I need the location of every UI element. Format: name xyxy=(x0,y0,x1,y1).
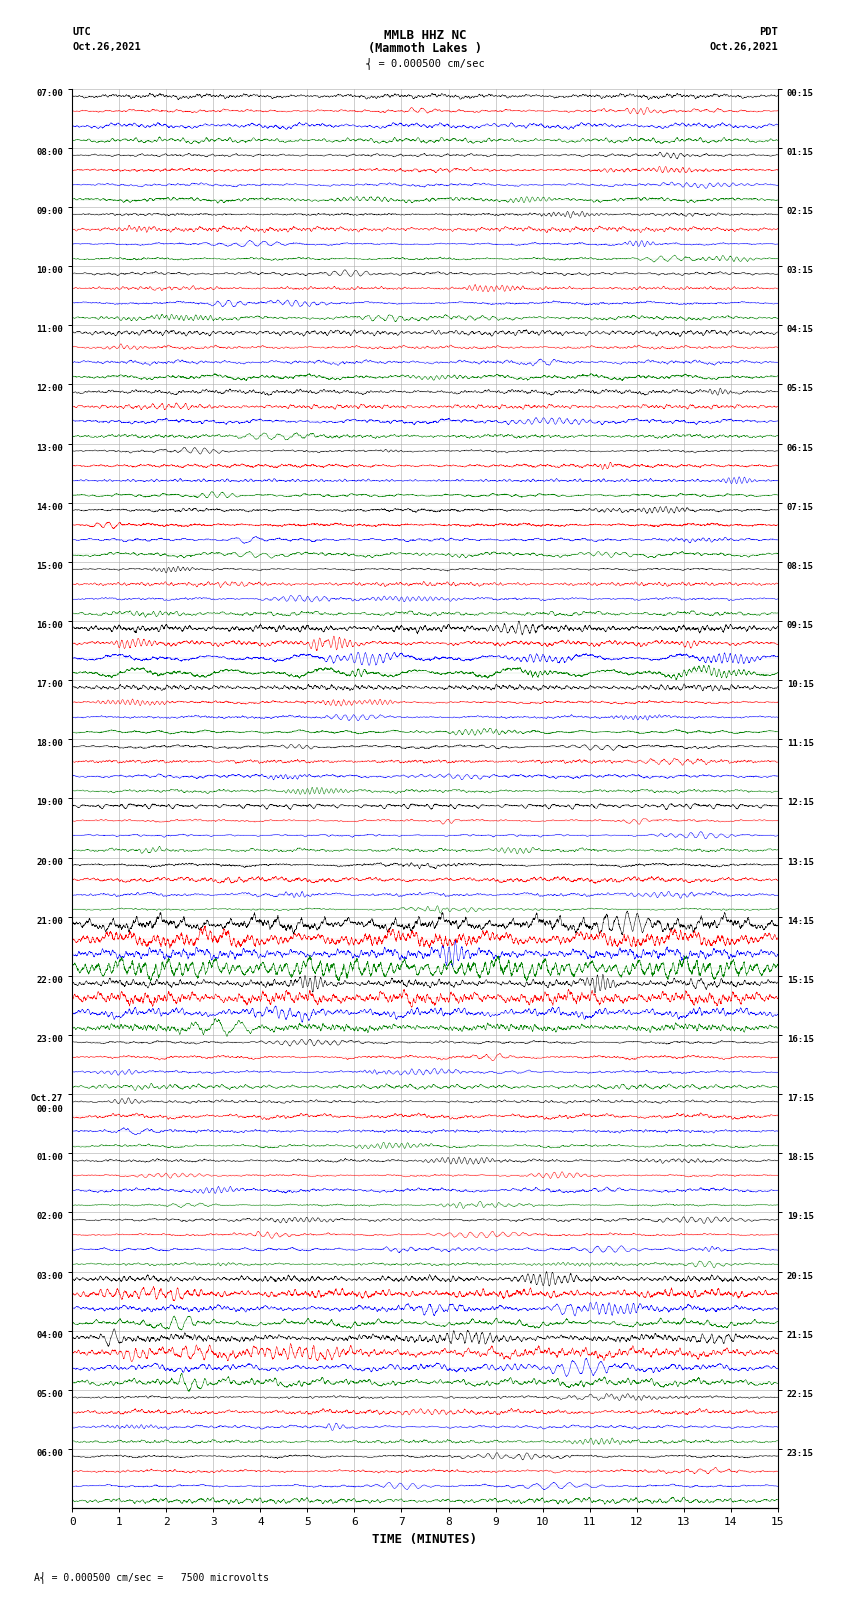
Text: UTC: UTC xyxy=(72,27,91,37)
Text: (Mammoth Lakes ): (Mammoth Lakes ) xyxy=(368,42,482,55)
Text: MMLB HHZ NC: MMLB HHZ NC xyxy=(383,29,467,42)
Text: PDT: PDT xyxy=(759,27,778,37)
Text: A⎨ = 0.000500 cm/sec =   7500 microvolts: A⎨ = 0.000500 cm/sec = 7500 microvolts xyxy=(34,1571,269,1584)
Text: Oct.26,2021: Oct.26,2021 xyxy=(72,42,141,52)
X-axis label: TIME (MINUTES): TIME (MINUTES) xyxy=(372,1532,478,1545)
Text: ⎨ = 0.000500 cm/sec: ⎨ = 0.000500 cm/sec xyxy=(366,56,484,69)
Text: Oct.26,2021: Oct.26,2021 xyxy=(709,42,778,52)
